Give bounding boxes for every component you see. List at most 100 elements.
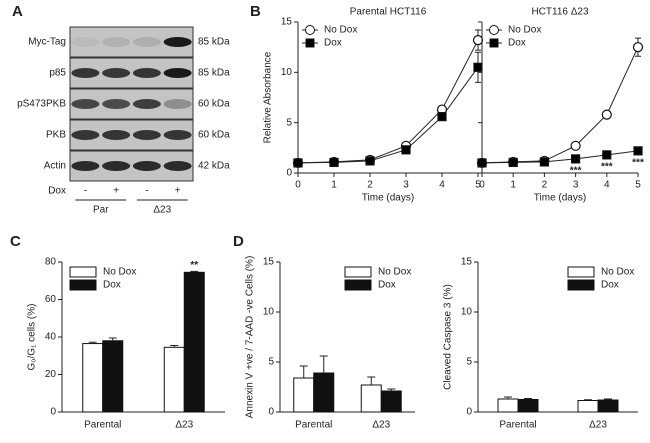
- blot-band: [71, 130, 100, 140]
- legend-label: No Dox: [324, 25, 357, 36]
- y-tick-label: 0: [268, 407, 274, 418]
- y-tick-label: 10: [281, 67, 293, 78]
- blot-band: [132, 68, 161, 78]
- blot-band: [132, 130, 161, 140]
- y-axis-label: G₀/G₁ cells (%): [27, 304, 38, 371]
- legend-swatch: [567, 266, 595, 278]
- y-tick-label: 0: [286, 168, 292, 179]
- marker: [570, 154, 581, 164]
- y-tick-label: 10: [461, 307, 473, 318]
- marker: [472, 35, 484, 46]
- legend-label: No Dox: [378, 267, 411, 278]
- blot-band: [163, 68, 192, 78]
- series-line: [481, 46, 639, 164]
- y-tick-label: 15: [281, 17, 293, 28]
- error-bar: [170, 344, 179, 348]
- error-bar: [584, 399, 592, 401]
- legend-swatch: [344, 279, 372, 291]
- marker: [473, 62, 483, 72]
- blot-band: [102, 37, 131, 47]
- error-bar: [524, 398, 532, 400]
- marker: [293, 158, 303, 168]
- legend-label: No Dox: [601, 267, 634, 278]
- series-line: [297, 39, 479, 164]
- blot-row-label: pS473PKB: [17, 99, 66, 110]
- marker: [437, 112, 447, 122]
- y-tick-label: 5: [268, 357, 274, 368]
- x-tick-label: Parental: [499, 420, 536, 431]
- bar: [293, 377, 315, 413]
- x-tick-label: Parental: [295, 420, 332, 431]
- marker: [329, 157, 339, 168]
- marker: [632, 42, 644, 53]
- series-line: [481, 150, 639, 164]
- x-tick-label: 2: [367, 180, 373, 191]
- blot-band: [71, 37, 100, 47]
- x-tick-label: Δ23: [589, 420, 607, 431]
- bar: [82, 343, 104, 413]
- blot-band: [163, 161, 192, 171]
- x-tick-label: Parental: [84, 420, 121, 431]
- blot-row-label: p85: [49, 68, 66, 79]
- x-tick-label: 4: [439, 180, 445, 191]
- marker: [365, 156, 375, 166]
- blot-band: [132, 99, 161, 109]
- marker: [633, 146, 643, 156]
- bar: [360, 384, 382, 413]
- blot-band: [71, 99, 100, 109]
- legend-swatch: [69, 279, 97, 291]
- chart-title: Parental HCT116: [350, 7, 427, 18]
- y-axis-label: Cleaved Caspase 3 (%): [443, 284, 454, 390]
- lane-label: +: [175, 186, 181, 197]
- group-label: Δ23: [153, 205, 171, 216]
- blot-size-label: 60 kDa: [198, 99, 230, 110]
- blot-band: [71, 68, 100, 78]
- series-line: [297, 67, 479, 164]
- y-tick-label: 80: [45, 257, 57, 268]
- bar: [183, 271, 205, 413]
- y-tick-label: 0: [50, 407, 56, 418]
- y-tick-label: 40: [45, 332, 57, 343]
- panel-letter: A: [12, 3, 23, 20]
- blot-row-label: Myc-Tag: [28, 37, 66, 48]
- y-tick-label: 60: [45, 294, 57, 305]
- lane-label: +: [113, 186, 119, 197]
- y-axis-label: Relative Absorbance: [263, 51, 274, 143]
- bar: [102, 340, 124, 413]
- x-tick-label: Δ23: [175, 420, 193, 431]
- error-bar: [108, 337, 117, 341]
- blot-band: [102, 161, 131, 171]
- marker: [601, 109, 612, 120]
- marker: [508, 157, 518, 168]
- x-axis-label: Time (days): [362, 193, 414, 204]
- x-tick-label: 0: [479, 180, 485, 191]
- y-tick-label: 5: [466, 357, 472, 368]
- blot-band: [163, 99, 192, 109]
- error-bar: [504, 396, 512, 399]
- x-tick-label: 5: [475, 180, 481, 191]
- blot-band: [71, 161, 100, 171]
- error-bar: [367, 376, 376, 385]
- y-tick-label: 15: [461, 257, 473, 268]
- bar: [380, 390, 402, 413]
- treatment-label: Dox: [48, 186, 66, 197]
- x-tick-label: Δ23: [372, 420, 390, 431]
- blot-size-label: 85 kDa: [198, 37, 230, 48]
- blot-band: [132, 161, 161, 171]
- blot-size-label: 42 kDa: [198, 161, 230, 172]
- error-bar: [88, 341, 97, 344]
- legend-swatch: [344, 266, 372, 278]
- error-bar: [319, 355, 328, 373]
- error-bar: [604, 398, 612, 400]
- blot-band: [163, 37, 192, 47]
- marker: [477, 158, 487, 168]
- significance: ***: [601, 162, 613, 173]
- legend-label: No Dox: [103, 267, 136, 278]
- legend-label: Dox: [378, 280, 396, 291]
- legend-label: Dox: [103, 280, 121, 291]
- error-bar: [387, 388, 396, 391]
- bar: [163, 346, 185, 413]
- legend-marker: [305, 38, 315, 48]
- legend-swatch: [69, 266, 97, 278]
- blot-row-label: Actin: [44, 161, 66, 172]
